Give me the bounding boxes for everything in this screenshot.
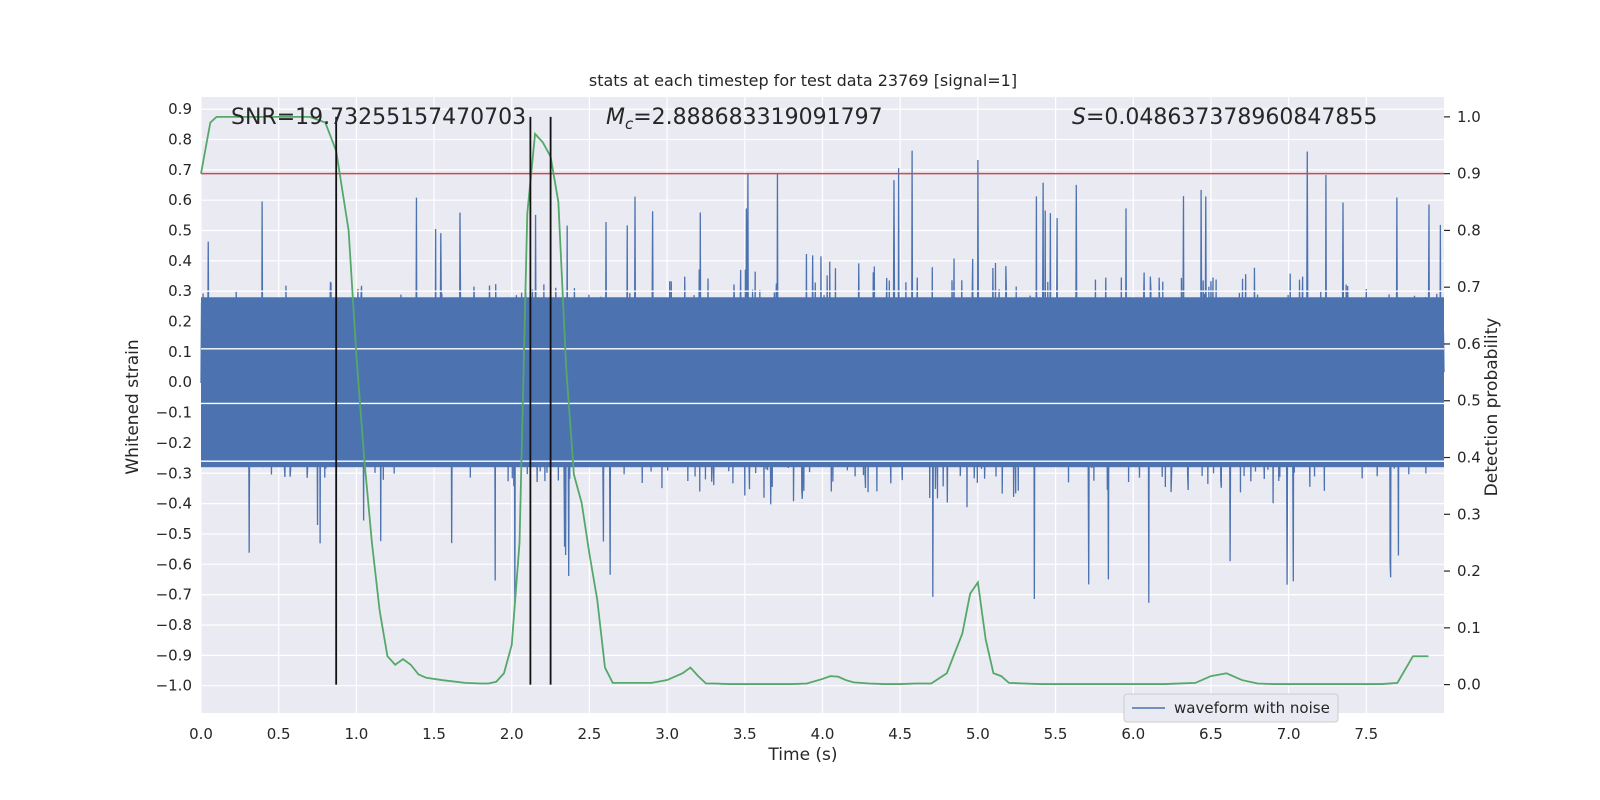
x-tick-label: 5.0: [966, 725, 990, 743]
legend-box: [1123, 693, 1339, 723]
y-tick-label: 0.3: [168, 282, 192, 300]
y-tick-label: −1.0: [156, 677, 192, 695]
y-tick-label: 0.2: [168, 313, 192, 331]
probability-series: [200, 115, 1429, 685]
x-tick-label: 6.0: [1121, 725, 1145, 743]
x-tick-label: 4.5: [888, 725, 912, 743]
chirp-mass-subscript: c: [625, 115, 634, 133]
chirp-mass-annotation: Mc=2.888683319091797: [606, 105, 883, 133]
x-tick-label: 3.5: [733, 725, 757, 743]
y-tick-label: −0.9: [156, 646, 192, 664]
legend: waveform with noise: [1123, 693, 1339, 723]
y-tick-label: 0.6: [168, 191, 192, 209]
waveform-series: [200, 150, 1445, 609]
y-tick-label: −0.2: [156, 434, 192, 452]
chirp-mass-value: =2.888683319091797: [633, 105, 882, 130]
y2-tick-label: 0.9: [1457, 165, 1481, 183]
waveform-core: [201, 297, 1444, 468]
y-tick-label: 0.5: [168, 222, 192, 240]
y-tick-label: 0.9: [168, 100, 192, 118]
y-tick-label: −0.1: [156, 404, 192, 422]
chart-title: stats at each timestep for test data 237…: [589, 71, 1017, 90]
x-tick-label: 6.5: [1199, 725, 1223, 743]
probability-line: [200, 115, 1429, 685]
y-tick-label: −0.4: [156, 495, 192, 513]
snr-annotation: SNR=19.73255157470703: [231, 105, 526, 130]
y-axis-right: 1.0 0.9 0.8 0.7 0.6 0.5 0.4 0.3 0.2 0.1 0.0: [1444, 108, 1481, 694]
y2-tick-label: 0.3: [1457, 505, 1481, 523]
legend-label-waveform: waveform with noise: [1174, 699, 1330, 717]
x-tick-label: 7.5: [1354, 725, 1378, 743]
y2-tick-label: 0.6: [1457, 335, 1481, 353]
x-tick-label: 0.5: [267, 725, 291, 743]
y2-tick-label: 0.4: [1457, 449, 1481, 467]
x-tick-label: 3.0: [655, 725, 679, 743]
y-axis-label: Whitened strain: [123, 339, 143, 474]
y2-tick-label: 0.1: [1457, 619, 1481, 637]
x-tick-label: 0.0: [189, 725, 213, 743]
y2-tick-label: 1.0: [1457, 108, 1481, 126]
y2-tick-label: 0.0: [1457, 676, 1481, 694]
chirp-mass-symbol: M: [606, 105, 625, 130]
x-tick-label: 1.0: [344, 725, 368, 743]
y-tick-label: 0.0: [168, 373, 192, 391]
y2-tick-label: 0.8: [1457, 221, 1481, 239]
y-tick-label: −0.7: [156, 586, 192, 604]
y-tick-label: −0.3: [156, 464, 192, 482]
y-tick-label: 0.8: [168, 130, 192, 148]
y-tick-label: 0.1: [168, 343, 192, 361]
s-annotation: S=0.048637378960847855: [1072, 105, 1377, 130]
x-tick-label: 2.0: [500, 725, 524, 743]
y-tick-label: 0.7: [168, 161, 192, 179]
x-tick-label: 5.5: [1044, 725, 1068, 743]
y2-axis-label: Detection probability: [1482, 318, 1502, 497]
x-tick-label: 4.0: [811, 725, 835, 743]
band-lines: [201, 290, 1444, 462]
marker-lines: [335, 116, 552, 685]
y2-tick-label: 0.2: [1457, 562, 1481, 580]
s-value: =0.048637378960847855: [1086, 105, 1377, 130]
x-tick-label: 2.5: [578, 725, 602, 743]
x-axis: 0.0 0.5 1.0 1.5 2.0 2.5 3.0 3.5 4.0 4.5 5.0 5.5 6.0 6…: [189, 725, 1378, 743]
x-axis-label: Time (s): [767, 745, 837, 765]
x-tick-label: 1.5: [422, 725, 446, 743]
y-tick-label: −0.6: [156, 555, 192, 573]
y-tick-label: −0.8: [156, 616, 192, 634]
x-tick-label: 7.0: [1277, 725, 1301, 743]
y-tick-label: −0.5: [156, 525, 192, 543]
y-axis-left: 0.9 0.8 0.7 0.6 0.5 0.4 0.3 0.2 0.1 0.0 −0.1 −0.2 −0…: [156, 100, 192, 695]
y-tick-label: 0.4: [168, 252, 192, 270]
y2-tick-label: 0.7: [1457, 278, 1481, 296]
y2-tick-label: 0.5: [1457, 392, 1481, 410]
s-symbol: S: [1072, 105, 1086, 130]
